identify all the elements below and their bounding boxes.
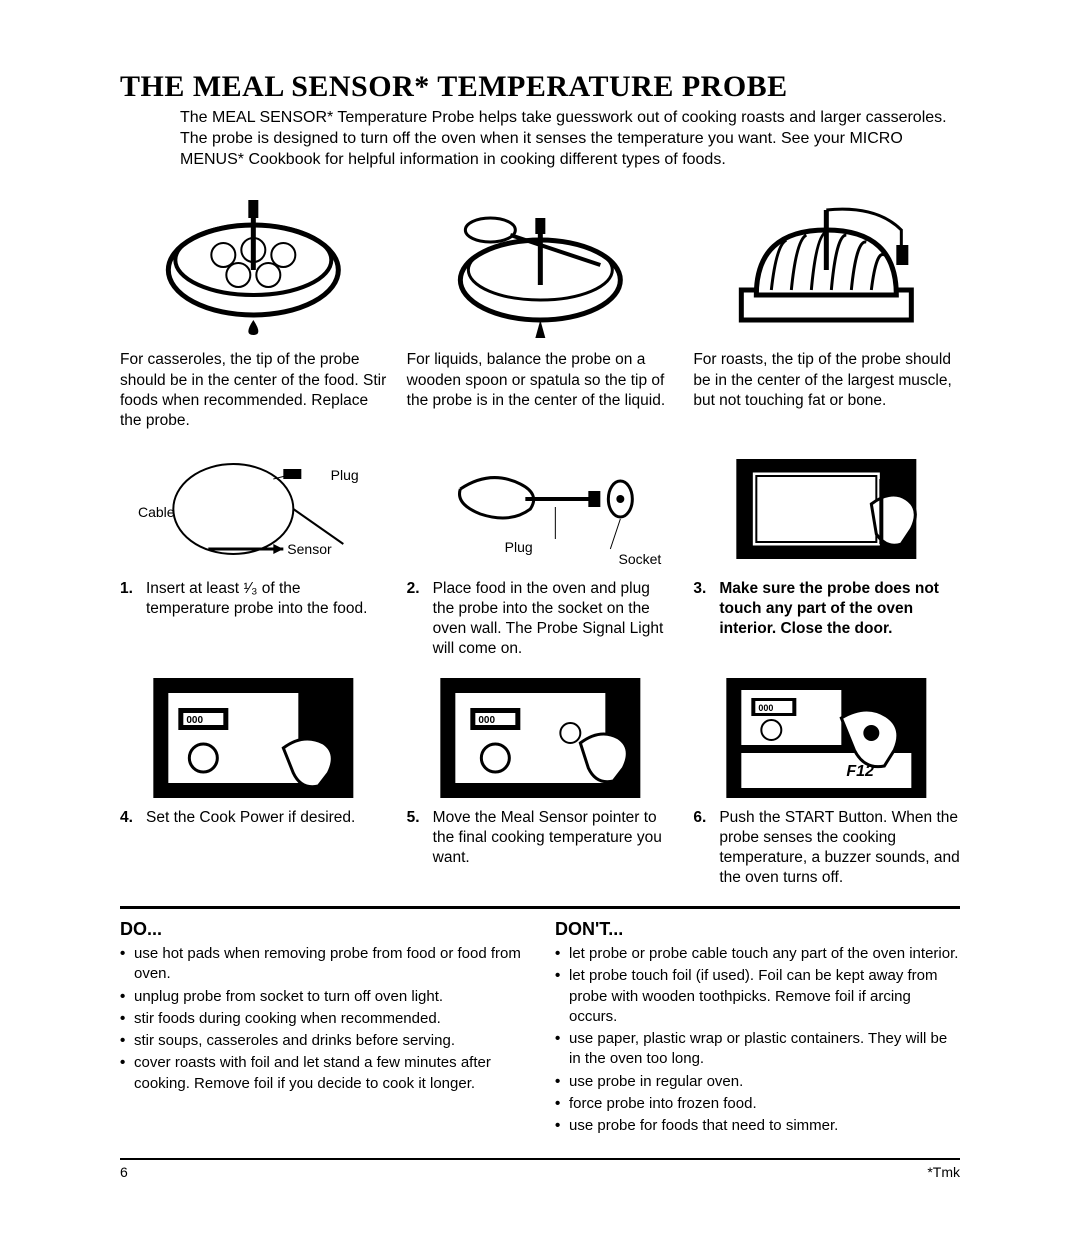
dont-item: use paper, plastic wrap or plastic conta…	[569, 1029, 960, 1070]
do-item: unplug probe from socket to turn off ove…	[134, 987, 525, 1007]
socket-label: Socket	[619, 551, 662, 567]
do-item: use hot pads when removing probe from fo…	[134, 944, 525, 985]
oven-door-illustration	[693, 449, 960, 569]
step-3: 3. Make sure the probe does not touch an…	[693, 579, 960, 639]
trademark-note: *Tmk	[927, 1164, 960, 1180]
cable-label: Cable	[138, 504, 175, 520]
step-4-text: Set the Cook Power if desired.	[146, 808, 355, 828]
do-list: use hot pads when removing probe from fo…	[120, 944, 525, 1094]
dont-item: force probe into frozen food.	[569, 1094, 960, 1114]
page-number: 6	[120, 1164, 128, 1180]
step-3-text: Make sure the probe does not touch any p…	[719, 579, 960, 639]
casserole-caption: For casseroles, the tip of the probe sho…	[120, 350, 387, 431]
step-4: 4. Set the Cook Power if desired.	[120, 808, 387, 828]
do-item: stir soups, casseroles and drinks before…	[134, 1031, 525, 1051]
section-divider	[120, 906, 960, 909]
start-button-illustration: 000 F12	[693, 678, 960, 798]
roast-illustration	[693, 200, 960, 340]
instruction-grid: For casseroles, the tip of the probe sho…	[120, 200, 960, 888]
liquid-illustration	[407, 200, 674, 340]
svg-text:000: 000	[759, 703, 774, 713]
step-5: 5. Move the Meal Sensor pointer to the f…	[407, 808, 674, 868]
dont-item: let probe or probe cable touch any part …	[569, 944, 960, 964]
step-4-num: 4.	[120, 808, 138, 828]
intro-text: The MEAL SENSOR* Temperature Probe helps…	[120, 108, 960, 170]
step-5-text: Move the Meal Sensor pointer to the fina…	[433, 808, 674, 868]
dont-list: let probe or probe cable touch any part …	[555, 944, 960, 1136]
casserole-illustration	[120, 200, 387, 340]
page-title: THE MEAL SENSOR* TEMPERATURE PROBE	[120, 70, 960, 104]
do-dont-section: DO... use hot pads when removing probe f…	[120, 919, 960, 1138]
dont-item: let probe touch foil (if used). Foil can…	[569, 966, 960, 1027]
step-5-num: 5.	[407, 808, 425, 868]
do-item: stir foods during cooking when recommend…	[134, 1009, 525, 1029]
plug-label: Plug	[331, 467, 359, 483]
page-footer: 6 *Tmk	[120, 1158, 960, 1180]
svg-text:000: 000	[478, 715, 495, 726]
step-6-text: Push the START Button. When the probe se…	[719, 808, 960, 889]
dont-item: use probe for foods that need to simmer.	[569, 1116, 960, 1136]
dont-heading: DON'T...	[555, 919, 960, 940]
svg-text:000: 000	[186, 715, 203, 726]
step-6-num: 6.	[693, 808, 711, 889]
dont-item: use probe in regular oven.	[569, 1072, 960, 1092]
step-1-num: 1.	[120, 579, 138, 619]
do-heading: DO...	[120, 919, 525, 940]
probe-diagram: Plug Cable Sensor	[120, 449, 387, 569]
roast-caption: For roasts, the tip of the probe should …	[693, 350, 960, 410]
plug-socket-illustration: Plug Socket	[407, 449, 674, 569]
step-2-text: Place food in the oven and plug the prob…	[433, 579, 674, 660]
meal-sensor-illustration: 000	[407, 678, 674, 798]
do-item: cover roasts with foil and let stand a f…	[134, 1053, 525, 1094]
step-2: 2. Place food in the oven and plug the p…	[407, 579, 674, 660]
sensor-label: Sensor	[287, 541, 331, 557]
step-1: 1. Insert at least ¹⁄₃ of the temperatur…	[120, 579, 387, 619]
step-3-num: 3.	[693, 579, 711, 639]
step-2-num: 2.	[407, 579, 425, 660]
liquid-caption: For liquids, balance the probe on a wood…	[407, 350, 674, 410]
step-6: 6. Push the START Button. When the probe…	[693, 808, 960, 889]
cook-power-illustration: 000	[120, 678, 387, 798]
step-1-text: Insert at least ¹⁄₃ of the temperature p…	[146, 579, 387, 619]
plug2-label: Plug	[505, 539, 533, 555]
